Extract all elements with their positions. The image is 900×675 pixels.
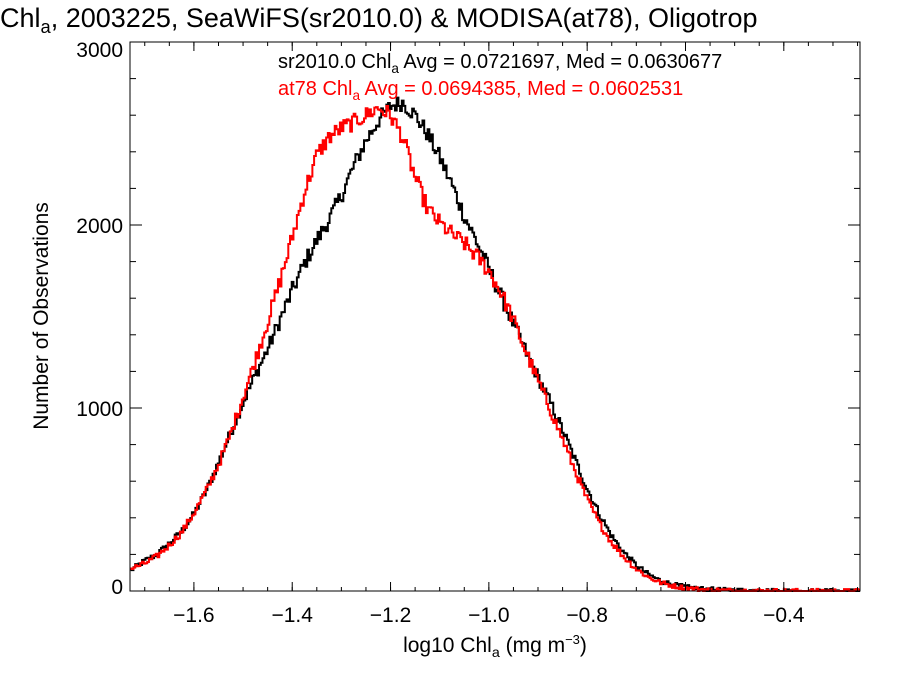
series-line-0 (130, 96, 860, 592)
x-tick-label: −1.0 (468, 604, 509, 627)
plot-frame (129, 41, 861, 592)
ticks-layer: −1.6 −1.4 −1.2 −1.0 −0.8 −0.6 −0.4 0 1000 2000 300… (76, 39, 860, 627)
y-tick-label: 2000 (76, 215, 123, 238)
x-tick-label: −0.8 (566, 604, 607, 627)
series-line-1 (130, 105, 861, 592)
legend-entry-at78: at78 Chla Avg = 0.0694385, Med = 0.06025… (278, 78, 683, 103)
y-tick-label: 3000 (76, 39, 123, 62)
y-tick-label: 0 (111, 576, 123, 599)
chart-title: Chla, 2003225, SeaWiFS(sr2010.0) & MODIS… (0, 3, 758, 37)
x-tick-label: −0.6 (665, 604, 706, 627)
y-axis-label: Number of Observations (30, 202, 53, 430)
x-axis-label: log10 Chla (mg m−3) (403, 632, 587, 661)
series-layer (130, 96, 861, 592)
y-tick-label: 1000 (76, 398, 123, 421)
x-tick-label: −1.6 (173, 604, 214, 627)
x-tick-label: −0.4 (763, 604, 805, 627)
x-tick-label: −1.2 (370, 604, 411, 627)
x-tick-label: −1.4 (271, 604, 313, 627)
legend-entry-sr2010: sr2010.0 Chla Avg = 0.0721697, Med = 0.0… (278, 51, 722, 76)
